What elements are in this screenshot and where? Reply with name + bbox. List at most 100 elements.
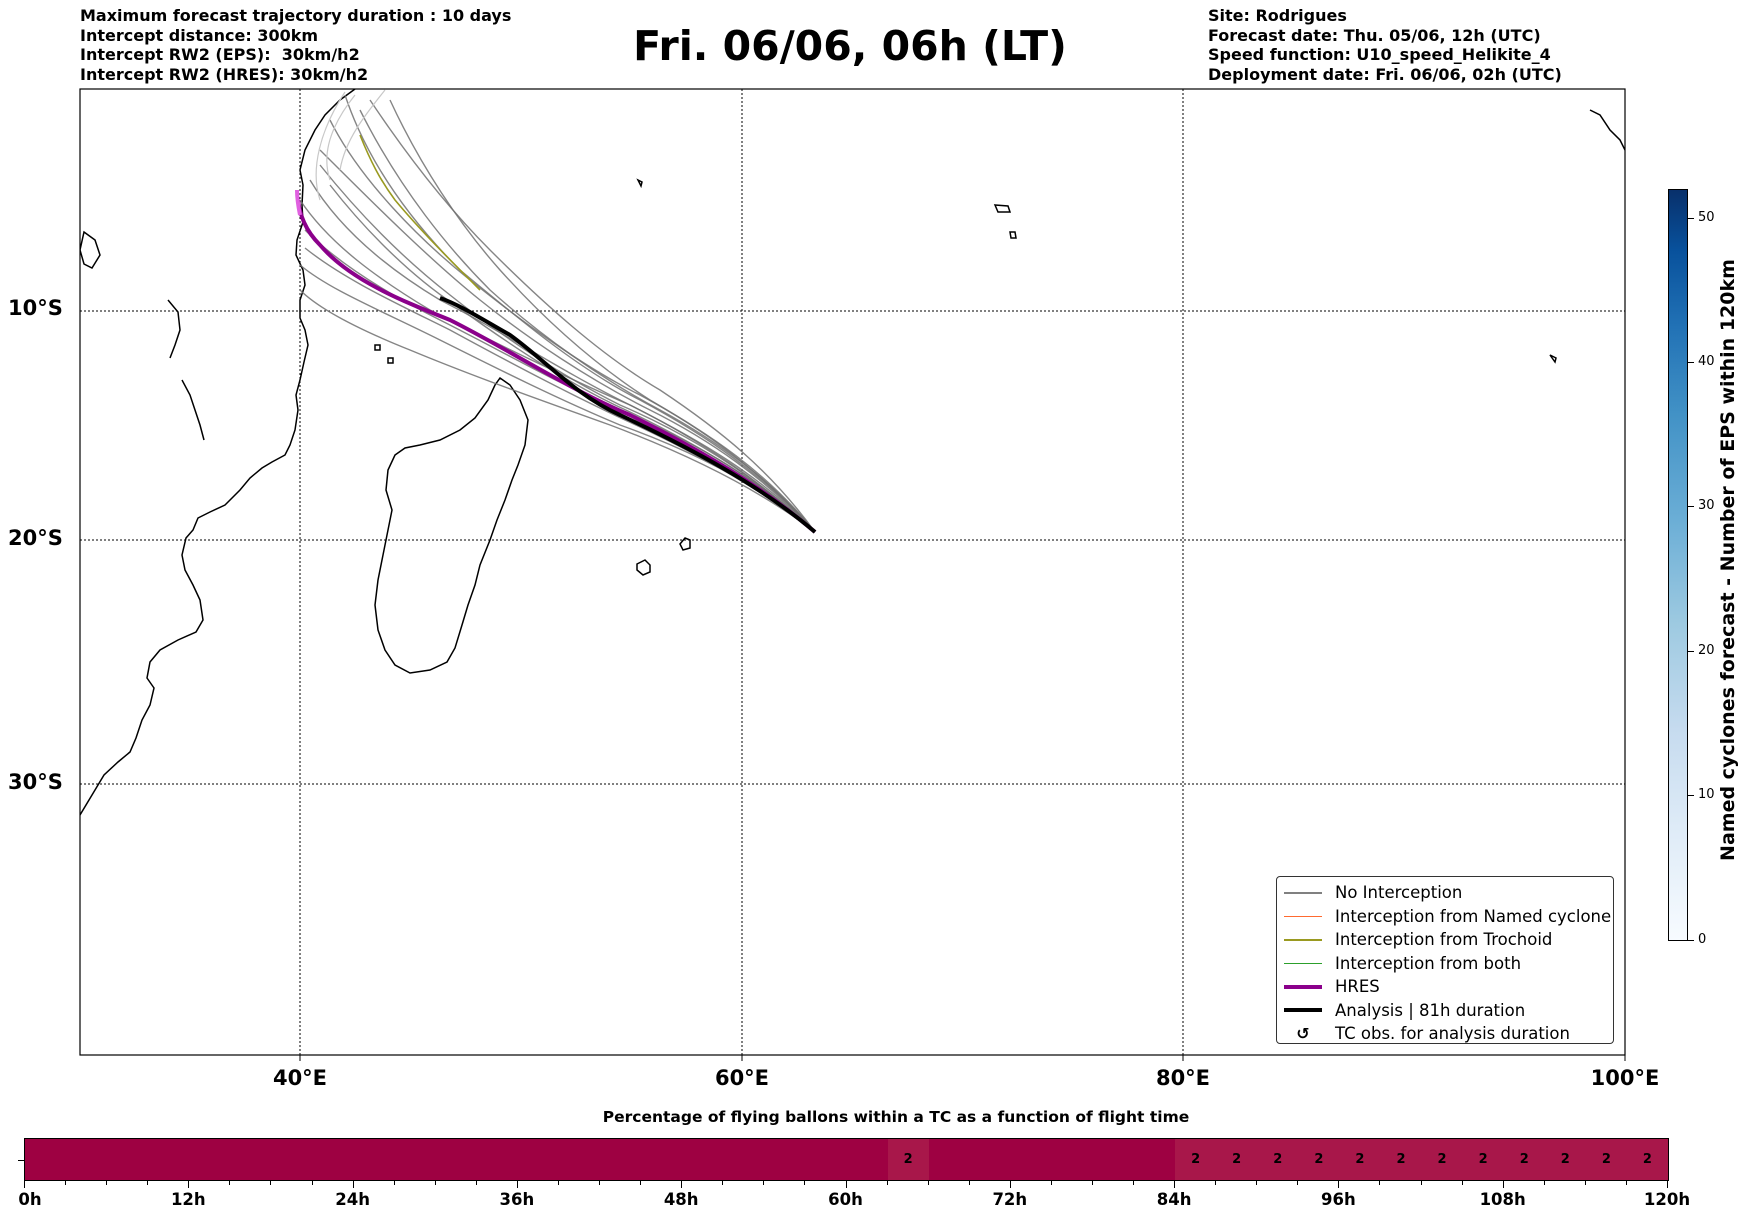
eps-trajectory-faded [315, 91, 346, 201]
bar-cell-value: 2 [1544, 1139, 1586, 1180]
bar-major-tick [1009, 1181, 1011, 1188]
bar-hour-label: 84h [1156, 1190, 1192, 1209]
bar-minor-tick [1050, 1181, 1052, 1185]
bar-minor-tick [106, 1181, 108, 1185]
colorbar-tick [1688, 940, 1694, 941]
bar-major-tick [352, 1181, 354, 1188]
bar-hour-label: 72h [992, 1190, 1028, 1209]
bar-cell-value: 2 [1380, 1139, 1422, 1180]
bar-cell-value: 2 [1626, 1139, 1668, 1180]
colorbar-tick [1688, 218, 1694, 219]
bar-major-tick [24, 1181, 25, 1188]
bar-minor-tick [968, 1181, 970, 1185]
graticule [80, 89, 1625, 1055]
eps-trajectory [389, 99, 816, 533]
legend-item-tc-obs: ↺ TC obs. for analysis duration [1283, 1022, 1613, 1046]
bar-cell-value: 2 [1339, 1139, 1381, 1180]
bar-hour-label: 120h [1643, 1190, 1691, 1209]
legend-item-hres: HRES [1283, 975, 1613, 999]
map-legend: No Interception Interception from Named … [1276, 876, 1614, 1044]
trochoid-interception-trajectory [359, 134, 481, 291]
analysis-trajectory [439, 296, 817, 534]
colorbar-title: Named cyclones forecast - Number of EPS … [1717, 259, 1739, 861]
bar-minor-tick [1256, 1181, 1258, 1185]
lake-malawi [181, 379, 205, 441]
colorbar [1668, 189, 1688, 941]
bar-minor-tick [1420, 1181, 1422, 1185]
colorbar-tick-label-50: 50 [1698, 210, 1715, 225]
map-border [79, 88, 1626, 1056]
bar-major-tick [188, 1181, 190, 1188]
bar-major-tick [1174, 1181, 1176, 1188]
lon-label-80e: 80°E [1155, 1066, 1211, 1090]
bar-minor-tick [1379, 1181, 1381, 1185]
colorbar-tick-label-10: 10 [1698, 787, 1715, 802]
bar-cell-value: 2 [1585, 1139, 1627, 1180]
eps-trajectory [319, 149, 816, 533]
legend-swatch-analysis [1284, 1008, 1322, 1013]
chagos [1549, 354, 1557, 364]
header-info-left: Maximum forecast trajectory duration : 1… [80, 6, 511, 84]
eps-trajectory-faded [339, 89, 386, 171]
site-text: Site: Rodrigues [1208, 6, 1347, 25]
bar-minor-tick [640, 1181, 642, 1185]
intercept-eps-text: Intercept RW2 (EPS): 30km/h2 [80, 45, 360, 64]
bar-cell-value: 2 [1257, 1139, 1299, 1180]
bar-minor-tick [804, 1181, 806, 1185]
eps-trajectory-faded [326, 94, 356, 181]
bar-hour-label: 0h [18, 1190, 42, 1209]
bar-hour-label: 12h [170, 1190, 206, 1209]
legend-swatch-named-cyclone [1284, 915, 1322, 917]
bar-hour-label: 108h [1479, 1190, 1526, 1209]
bar-major-tick [1667, 1181, 1668, 1188]
speed-function-text: Speed function: U10_speed_Helikite_4 [1208, 45, 1551, 64]
legend-swatch-no-interception [1284, 892, 1322, 894]
bar-minor-tick [1543, 1181, 1545, 1185]
bar-major-tick [681, 1181, 683, 1188]
maldives-islands [1009, 231, 1017, 239]
colorbar-tick [1688, 506, 1694, 507]
bar-minor-tick [1215, 1181, 1217, 1185]
bar-minor-tick [1625, 1181, 1627, 1185]
bar-minor-tick [1297, 1181, 1299, 1185]
bar-minor-tick [886, 1181, 888, 1185]
bar-left-tick [18, 1160, 24, 1161]
legend-label: Interception from Named cyclone [1335, 906, 1612, 926]
bar-minor-tick [1461, 1181, 1463, 1185]
colorbar-tick-label-40: 40 [1698, 354, 1715, 369]
eps-trajectory [369, 99, 816, 533]
colorbar-tick [1688, 795, 1694, 796]
bar-major-tick [845, 1181, 847, 1188]
deployment-date-text: Deployment date: Fri. 06/06, 02h (UTC) [1208, 64, 1562, 84]
seychelles-1 [636, 178, 643, 189]
hres-trajectory-tip [295, 189, 302, 216]
mauritius [636, 559, 651, 576]
madagascar-coast [374, 376, 529, 674]
bar-minor-tick [393, 1181, 395, 1185]
legend-item-named-cyclone: Interception from Named cyclone [1283, 905, 1613, 929]
bar-cell-value: 2 [887, 1139, 929, 1180]
hres-trajectory [296, 199, 817, 534]
bar-minor-tick [229, 1181, 231, 1185]
legend-item-trochoid: Interception from Trochoid [1283, 928, 1613, 952]
bar-minor-tick [270, 1181, 272, 1185]
bar-minor-tick [927, 1181, 929, 1185]
bar-cell-value: 2 [1216, 1139, 1258, 1180]
bar-cell-value: 2 [1503, 1139, 1545, 1180]
bar-major-tick [516, 1181, 518, 1188]
colorbar-tick-label-30: 30 [1698, 498, 1715, 513]
bar-minor-tick [763, 1181, 765, 1185]
eps-trajectories [299, 94, 816, 533]
eps-trajectory [309, 179, 816, 533]
bar-minor-tick [1091, 1181, 1093, 1185]
seychelles-2 [993, 204, 1012, 213]
bar-minor-tick [599, 1181, 601, 1185]
lon-label-40e: 40°E [272, 1066, 328, 1090]
forecast-date-text: Forecast date: Thu. 05/06, 12h (UTC) [1208, 25, 1541, 45]
bar-hour-label: 48h [663, 1190, 699, 1209]
bar-hour-label: 24h [335, 1190, 370, 1209]
bar-cell-value: 2 [1175, 1139, 1217, 1180]
max-duration-text: Maximum forecast trajectory duration : 1… [80, 6, 512, 25]
bar-major-tick [1338, 1181, 1340, 1188]
bar-minor-tick [1133, 1181, 1135, 1185]
